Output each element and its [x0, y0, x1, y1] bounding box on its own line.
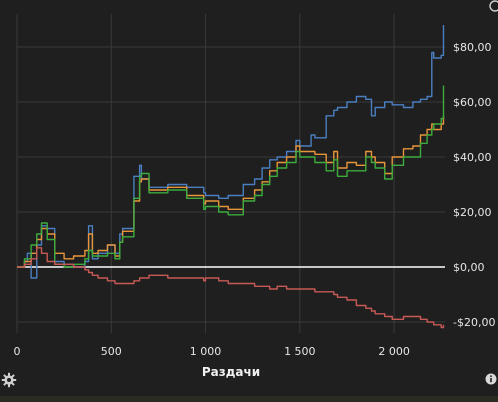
- series-line-1: [17, 25, 445, 279]
- grid-lines: [16, 14, 445, 333]
- info-icon[interactable]: [485, 373, 497, 385]
- y-axis-ticks: $80,00 $60,00 $40,00 $20,00 $0,00 -$20,00: [453, 41, 495, 329]
- y-tick-label: $60,00: [453, 96, 492, 109]
- x-tick-label: 1 000: [190, 345, 222, 358]
- x-tick-label: 500: [101, 345, 122, 358]
- y-tick-label: $20,00: [453, 206, 492, 219]
- series-lines: [17, 25, 445, 329]
- x-tick-label: 2 000: [378, 345, 410, 358]
- gear-icon[interactable]: [1, 372, 17, 388]
- bottom-strip: [0, 396, 498, 402]
- x-tick-label: 1 500: [284, 345, 316, 358]
- y-tick-label: $40,00: [453, 151, 492, 164]
- series-line-3: [17, 85, 445, 268]
- y-tick-label: $80,00: [453, 41, 492, 54]
- y-tick-label: $0,00: [453, 261, 485, 274]
- resize-corner-icon[interactable]: [486, 0, 498, 12]
- series-line-2: [17, 115, 445, 268]
- x-axis-title: Раздачи: [202, 365, 260, 379]
- y-tick-label: -$20,00: [453, 316, 495, 329]
- x-axis-ticks: 0 500 1 000 1 500 2 000: [14, 345, 410, 358]
- series-line-4: [17, 247, 445, 329]
- x-tick-label: 0: [14, 345, 21, 358]
